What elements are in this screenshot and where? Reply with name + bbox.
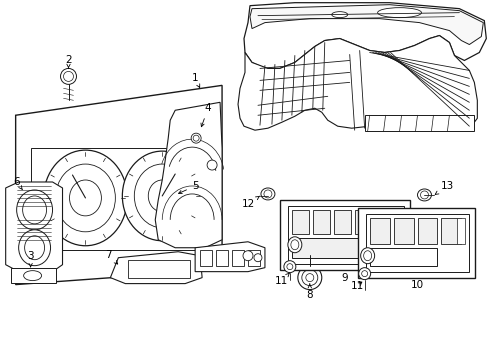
Text: 3: 3 bbox=[27, 251, 34, 267]
Polygon shape bbox=[244, 3, 486, 68]
Text: 2: 2 bbox=[65, 55, 72, 68]
Text: 1: 1 bbox=[191, 73, 199, 87]
Bar bbox=[456, 218, 465, 244]
Ellipse shape bbox=[24, 236, 44, 260]
Ellipse shape bbox=[363, 251, 371, 261]
Bar bbox=[312, 210, 329, 234]
Ellipse shape bbox=[122, 151, 202, 241]
Bar bbox=[369, 248, 437, 266]
Bar bbox=[291, 210, 308, 234]
Ellipse shape bbox=[63, 71, 73, 81]
Polygon shape bbox=[249, 5, 482, 45]
Text: 9: 9 bbox=[341, 273, 347, 283]
Ellipse shape bbox=[417, 189, 430, 201]
Ellipse shape bbox=[69, 180, 101, 216]
Ellipse shape bbox=[360, 248, 374, 264]
Ellipse shape bbox=[17, 190, 52, 230]
Bar bbox=[393, 218, 413, 244]
Bar bbox=[279, 200, 408, 270]
Polygon shape bbox=[238, 36, 476, 130]
Bar bbox=[369, 218, 389, 244]
Ellipse shape bbox=[301, 270, 317, 285]
Polygon shape bbox=[6, 182, 62, 272]
Ellipse shape bbox=[243, 251, 252, 261]
Ellipse shape bbox=[287, 237, 301, 253]
Bar bbox=[375, 210, 392, 234]
Bar bbox=[287, 206, 403, 264]
Ellipse shape bbox=[286, 264, 292, 270]
Ellipse shape bbox=[56, 164, 115, 232]
Text: 5: 5 bbox=[178, 181, 198, 194]
Ellipse shape bbox=[253, 254, 262, 262]
Bar bbox=[232, 250, 244, 266]
Bar bbox=[333, 210, 350, 234]
Ellipse shape bbox=[420, 191, 427, 199]
Bar bbox=[216, 250, 227, 266]
Polygon shape bbox=[110, 252, 202, 284]
Text: 7: 7 bbox=[105, 250, 118, 264]
Bar bbox=[441, 218, 461, 244]
Text: 12: 12 bbox=[241, 196, 259, 209]
Bar bbox=[357, 208, 474, 278]
Bar bbox=[364, 115, 473, 131]
Bar bbox=[247, 250, 260, 266]
Ellipse shape bbox=[331, 12, 347, 18]
Ellipse shape bbox=[148, 180, 176, 212]
Bar bbox=[365, 214, 468, 272]
Ellipse shape bbox=[22, 196, 46, 224]
Ellipse shape bbox=[305, 274, 313, 282]
Bar bbox=[31, 148, 204, 250]
Polygon shape bbox=[11, 268, 56, 283]
Polygon shape bbox=[195, 242, 264, 272]
Ellipse shape bbox=[23, 271, 41, 280]
Bar bbox=[291, 238, 379, 258]
Text: 6: 6 bbox=[13, 177, 22, 190]
Ellipse shape bbox=[361, 271, 367, 276]
Ellipse shape bbox=[261, 188, 274, 200]
Ellipse shape bbox=[193, 135, 199, 141]
Bar bbox=[200, 250, 212, 266]
Bar bbox=[354, 210, 371, 234]
Text: 8: 8 bbox=[306, 284, 312, 300]
Ellipse shape bbox=[377, 8, 421, 18]
Ellipse shape bbox=[264, 190, 271, 198]
Ellipse shape bbox=[284, 261, 295, 273]
Ellipse shape bbox=[358, 268, 370, 280]
Bar bbox=[128, 260, 190, 278]
Text: 11: 11 bbox=[350, 280, 364, 291]
Ellipse shape bbox=[19, 230, 50, 266]
Text: 4: 4 bbox=[201, 103, 211, 127]
Text: 11: 11 bbox=[275, 273, 289, 285]
Bar bbox=[417, 218, 437, 244]
Ellipse shape bbox=[43, 150, 127, 246]
Polygon shape bbox=[155, 102, 222, 248]
Ellipse shape bbox=[290, 240, 298, 250]
Text: 10: 10 bbox=[410, 280, 423, 289]
Ellipse shape bbox=[297, 266, 321, 289]
Ellipse shape bbox=[191, 133, 201, 143]
Ellipse shape bbox=[61, 68, 76, 84]
Text: 13: 13 bbox=[434, 181, 453, 194]
Polygon shape bbox=[16, 85, 222, 285]
Ellipse shape bbox=[134, 164, 190, 228]
Ellipse shape bbox=[207, 160, 217, 170]
